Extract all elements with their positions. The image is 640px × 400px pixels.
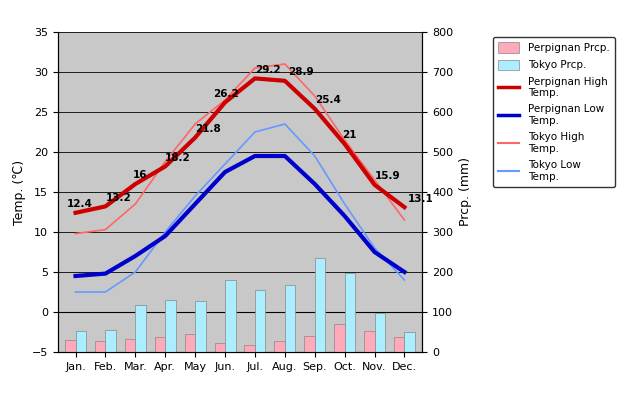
Text: 16: 16 <box>132 170 147 180</box>
Text: 25.4: 25.4 <box>315 95 340 105</box>
Legend: Perpignan Prcp., Tokyo Prcp., Perpignan High
Temp., Perpignan Low
Temp., Tokyo H: Perpignan Prcp., Tokyo Prcp., Perpignan … <box>493 37 614 187</box>
Text: 29.2: 29.2 <box>255 65 280 75</box>
Y-axis label: Prcp. (mm): Prcp. (mm) <box>459 158 472 226</box>
Bar <box>394 337 404 352</box>
Bar <box>185 334 195 352</box>
Bar <box>304 336 315 352</box>
Text: 28.9: 28.9 <box>288 67 314 77</box>
Bar <box>275 341 285 352</box>
Bar <box>244 345 255 352</box>
Bar <box>255 290 266 352</box>
Bar <box>345 273 355 352</box>
Bar <box>225 280 236 352</box>
Y-axis label: Temp. (℃): Temp. (℃) <box>13 160 26 224</box>
Bar <box>404 332 415 352</box>
Bar <box>135 305 146 352</box>
Text: 18.2: 18.2 <box>165 153 191 163</box>
Bar <box>195 301 205 352</box>
Bar <box>334 324 345 352</box>
Bar <box>165 300 176 352</box>
Bar <box>364 331 374 352</box>
Bar <box>76 331 86 352</box>
Text: 15.9: 15.9 <box>374 171 400 181</box>
Bar <box>374 313 385 352</box>
Bar <box>155 337 165 352</box>
Text: 13.2: 13.2 <box>106 193 131 203</box>
Bar <box>95 341 106 352</box>
Text: 26.2: 26.2 <box>213 89 239 99</box>
Text: 13.1: 13.1 <box>408 194 433 204</box>
Text: 12.4: 12.4 <box>67 199 92 209</box>
Text: 21.8: 21.8 <box>195 124 221 134</box>
Bar <box>285 285 295 352</box>
Bar <box>65 340 76 352</box>
Text: 21: 21 <box>342 130 356 140</box>
Bar <box>315 258 325 352</box>
Bar <box>214 343 225 352</box>
Bar <box>125 339 135 352</box>
Bar <box>106 330 116 352</box>
